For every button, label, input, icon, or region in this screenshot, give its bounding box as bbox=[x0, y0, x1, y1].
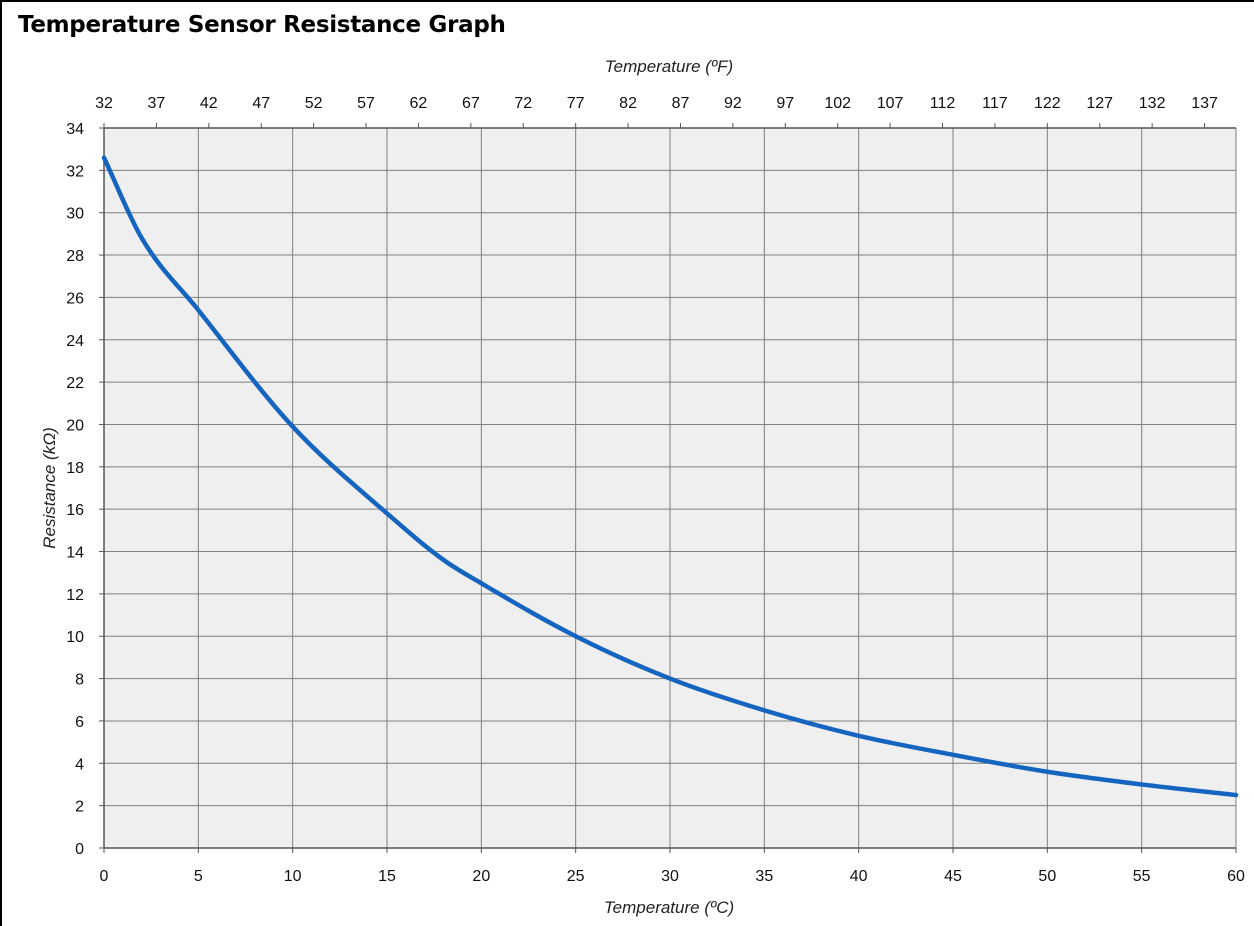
x2-tick-label: 42 bbox=[200, 95, 218, 112]
x2-tick-label: 92 bbox=[724, 95, 742, 112]
x2-tick-label: 82 bbox=[619, 95, 637, 112]
y-axis-title: Resistance (kΩ) bbox=[40, 427, 59, 549]
x-tick-label: 60 bbox=[1227, 868, 1245, 885]
y-tick-label: 28 bbox=[66, 248, 84, 265]
y-tick-label: 20 bbox=[66, 417, 84, 434]
y-tick-label: 14 bbox=[66, 545, 84, 562]
x2-tick-label: 137 bbox=[1191, 95, 1218, 112]
y-tick-label: 0 bbox=[75, 841, 84, 858]
x2-tick-label: 127 bbox=[1086, 95, 1113, 112]
x2-tick-label: 32 bbox=[95, 95, 113, 112]
y-tick-label: 6 bbox=[75, 714, 84, 731]
x2-axis-title: Temperature (ºF) bbox=[605, 57, 733, 76]
y-tick-label: 26 bbox=[66, 290, 84, 307]
x2-tick-label: 97 bbox=[776, 95, 794, 112]
x2-tick-label: 87 bbox=[672, 95, 690, 112]
y-tick-label: 24 bbox=[66, 333, 84, 350]
y-tick-label: 18 bbox=[66, 460, 84, 477]
x-tick-label: 20 bbox=[472, 868, 490, 885]
x2-tick-label: 52 bbox=[305, 95, 323, 112]
resistance-curve bbox=[101, 155, 1239, 798]
y-tick-label: 34 bbox=[66, 121, 84, 138]
x-tick-label: 0 bbox=[100, 868, 109, 885]
y-tick-label: 2 bbox=[75, 799, 84, 816]
x-axis-title: Temperature (ºC) bbox=[604, 898, 734, 917]
x2-tick-label: 72 bbox=[514, 95, 532, 112]
x2-tick-label: 132 bbox=[1139, 95, 1166, 112]
x-tick-label: 55 bbox=[1133, 868, 1151, 885]
x-tick-label: 5 bbox=[194, 868, 203, 885]
y-tick-label: 4 bbox=[75, 756, 84, 773]
x-tick-label: 25 bbox=[567, 868, 585, 885]
x-tick-label: 30 bbox=[661, 868, 679, 885]
x2-tick-label: 122 bbox=[1034, 95, 1061, 112]
x2-tick-label: 37 bbox=[148, 95, 166, 112]
x-tick-label: 35 bbox=[755, 868, 773, 885]
y-tick-label: 16 bbox=[66, 502, 84, 519]
y-tick-label: 30 bbox=[66, 206, 84, 223]
x2-tick-label: 117 bbox=[982, 95, 1008, 112]
x2-tick-label: 47 bbox=[252, 95, 270, 112]
chart-title: Temperature Sensor Resistance Graph bbox=[18, 12, 506, 38]
x2-tick-label: 67 bbox=[462, 95, 480, 112]
x2-tick-label: 77 bbox=[567, 95, 585, 112]
y-tick-label: 10 bbox=[66, 629, 84, 646]
x2-tick-label: 102 bbox=[824, 95, 851, 112]
x2-tick-label: 57 bbox=[357, 95, 375, 112]
x-tick-label: 15 bbox=[378, 868, 396, 885]
x2-tick-label: 112 bbox=[930, 95, 956, 112]
x-tick-label: 50 bbox=[1038, 868, 1056, 885]
y-tick-label: 12 bbox=[66, 587, 84, 604]
x-tick-label: 10 bbox=[284, 868, 302, 885]
y-tick-label: 22 bbox=[66, 375, 84, 392]
y-tick-label: 8 bbox=[75, 672, 84, 689]
x-tick-label: 40 bbox=[850, 868, 868, 885]
y-tick-label: 32 bbox=[66, 163, 84, 180]
x2-tick-label: 62 bbox=[410, 95, 428, 112]
x-tick-label: 45 bbox=[944, 868, 962, 885]
x2-tick-label: 107 bbox=[877, 95, 904, 112]
